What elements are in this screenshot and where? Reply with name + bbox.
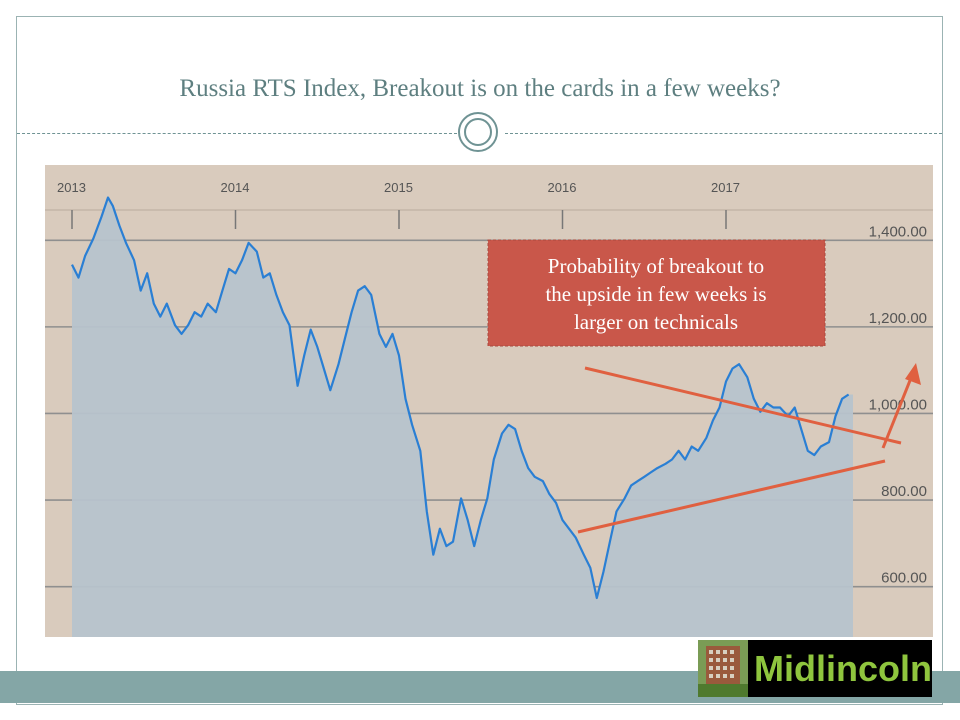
rts-index-chart: 2013 2014 2015 2016 2017 600.00 800.00 1,000.0… — [45, 165, 933, 637]
price-line — [71, 196, 850, 600]
x-tick-label-2014: 2014 — [221, 180, 250, 195]
title-divider-right — [505, 133, 942, 134]
x-tick-label-2013: 2013 — [57, 180, 86, 195]
divider-circle-ornament — [458, 112, 498, 152]
support-trend-line — [577, 459, 886, 534]
title-divider-left — [17, 133, 457, 134]
annotation-box — [487, 239, 826, 347]
logo-text: Midlincoln — [754, 647, 932, 689]
price-area — [72, 197, 853, 637]
slide-frame — [16, 16, 943, 705]
x-tick-label-2015: 2015 — [384, 180, 413, 195]
annotation-line-1: Probability of breakout to — [548, 254, 764, 278]
building-photo-icon — [698, 640, 748, 697]
x-tick-label-2016: 2016 — [548, 180, 577, 195]
breakout-arrow — [881, 372, 915, 449]
y-tick-label-800: 800.00 — [881, 483, 927, 500]
y-tick-label-600: 600.00 — [881, 570, 927, 587]
y-axis-ticks: 600.00 800.00 1,000.00 1,200.00 1,400.00 — [869, 223, 927, 586]
annotation-line-3: larger on technicals — [574, 310, 738, 334]
x-tick-label-2017: 2017 — [711, 180, 740, 195]
y-tick-label-1400: 1,400.00 — [869, 223, 927, 240]
resistance-trend-line — [584, 366, 902, 445]
slide-title: Russia RTS Index, Breakout is on the car… — [179, 75, 781, 102]
y-tick-label-1200: 1,200.00 — [869, 310, 927, 327]
midlincoln-logo: Midlincoln — [698, 640, 932, 697]
breakout-arrowhead — [905, 363, 921, 385]
x-axis-ticks: 2013 2014 2015 2016 2017 — [57, 180, 740, 229]
annotation-line-2: the upside in few weeks is — [545, 282, 766, 306]
y-tick-label-1000: 1,000.00 — [869, 396, 927, 413]
